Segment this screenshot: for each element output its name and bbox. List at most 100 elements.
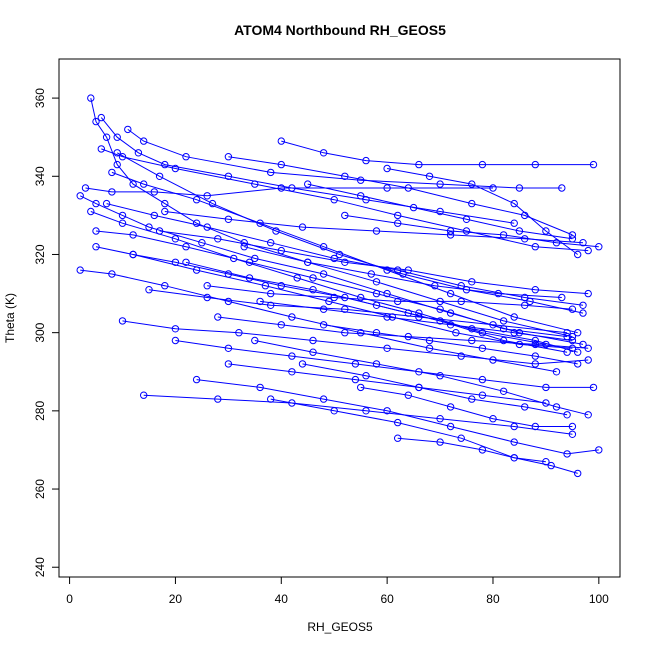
data-point: [499, 387, 508, 395]
data-point: [288, 399, 296, 407]
data-point: [92, 117, 100, 126]
data-point: [267, 239, 275, 247]
data-point: [267, 168, 275, 177]
data-point: [415, 309, 423, 317]
data-point: [134, 149, 143, 157]
data-point: [319, 395, 328, 403]
data-point: [319, 305, 328, 313]
data-point: [309, 348, 317, 356]
data-point: [309, 274, 317, 282]
series-line: [100, 117, 515, 224]
data-point: [531, 336, 539, 345]
series-line: [228, 363, 546, 404]
data-point: [584, 289, 592, 298]
x-tick-label: 40: [275, 592, 289, 606]
series-line: [101, 148, 589, 252]
data-point: [129, 250, 137, 259]
flight-profile-series: [277, 137, 598, 169]
data-point: [584, 356, 592, 364]
data-point: [579, 309, 587, 317]
data-point: [330, 196, 338, 204]
data-point: [298, 360, 307, 368]
data-point: [568, 344, 577, 352]
data-point: [510, 329, 518, 337]
data-point: [224, 360, 233, 368]
data-point: [457, 297, 465, 306]
series-line: [111, 171, 578, 334]
data-point: [510, 219, 518, 227]
data-point: [367, 270, 375, 278]
y-tick-label: 260: [33, 479, 47, 499]
data-point: [341, 258, 349, 266]
data-point: [415, 160, 423, 169]
data-point: [118, 211, 127, 220]
data-point: [372, 301, 381, 309]
data-point: [362, 407, 370, 415]
data-point: [425, 336, 434, 345]
flight-profile-series: [251, 336, 592, 419]
series-line: [397, 437, 546, 463]
data-point: [510, 422, 518, 431]
flight-profile-series: [161, 207, 587, 247]
series-line: [132, 254, 573, 349]
data-point: [404, 184, 412, 192]
flight-profile-series: [298, 360, 571, 419]
series-line: [344, 214, 599, 248]
data-point: [547, 461, 555, 470]
data-point: [574, 348, 582, 356]
data-point: [584, 344, 592, 352]
data-point: [394, 211, 402, 220]
data-point: [394, 418, 402, 427]
data-point: [436, 415, 444, 423]
flight-profile-series: [341, 211, 603, 251]
flight-profile-series: [92, 227, 571, 341]
series-line: [116, 152, 584, 314]
data-point: [97, 145, 106, 153]
data-point: [87, 94, 95, 102]
data-point: [372, 360, 381, 368]
data-point: [531, 286, 539, 294]
data-point: [478, 344, 487, 352]
chart-title: ATOM4 Northbound RH_GEOS5: [234, 22, 446, 38]
flight-profile-series: [102, 199, 587, 309]
data-point: [272, 227, 280, 235]
data-point: [97, 113, 106, 122]
series-line: [196, 379, 599, 455]
data-point: [372, 289, 381, 298]
data-point: [515, 184, 524, 192]
y-axis: 240 260 280 300 320 340 360: [33, 88, 60, 577]
series-line: [281, 140, 594, 166]
data-point: [155, 227, 164, 235]
data-point: [478, 446, 487, 454]
series-line: [127, 128, 562, 189]
data-point: [468, 395, 476, 403]
series-line: [254, 340, 589, 416]
data-point: [245, 274, 254, 282]
series-line: [175, 340, 594, 388]
data-point: [425, 172, 434, 181]
data-point: [589, 383, 598, 392]
data-point: [129, 180, 137, 188]
data-point: [203, 293, 211, 302]
data-point: [161, 282, 169, 290]
data-point: [436, 207, 444, 216]
flight-profile-series: [171, 336, 598, 392]
data-point: [145, 286, 153, 294]
series-line: [95, 230, 568, 338]
data-point: [208, 199, 217, 208]
flight-profile-series: [145, 286, 571, 337]
data-point: [409, 203, 418, 212]
flight-profile-series: [319, 321, 582, 368]
data-point: [510, 313, 518, 321]
series-line: [143, 394, 573, 435]
data-point: [298, 223, 307, 231]
flight-profile-series: [97, 113, 518, 227]
flight-profile-series: [304, 180, 577, 243]
data-point: [425, 344, 434, 352]
data-point: [129, 231, 137, 239]
data-point: [394, 219, 402, 227]
y-tick-label: 320: [33, 244, 47, 264]
data-point: [579, 301, 587, 309]
data-point: [579, 239, 587, 247]
